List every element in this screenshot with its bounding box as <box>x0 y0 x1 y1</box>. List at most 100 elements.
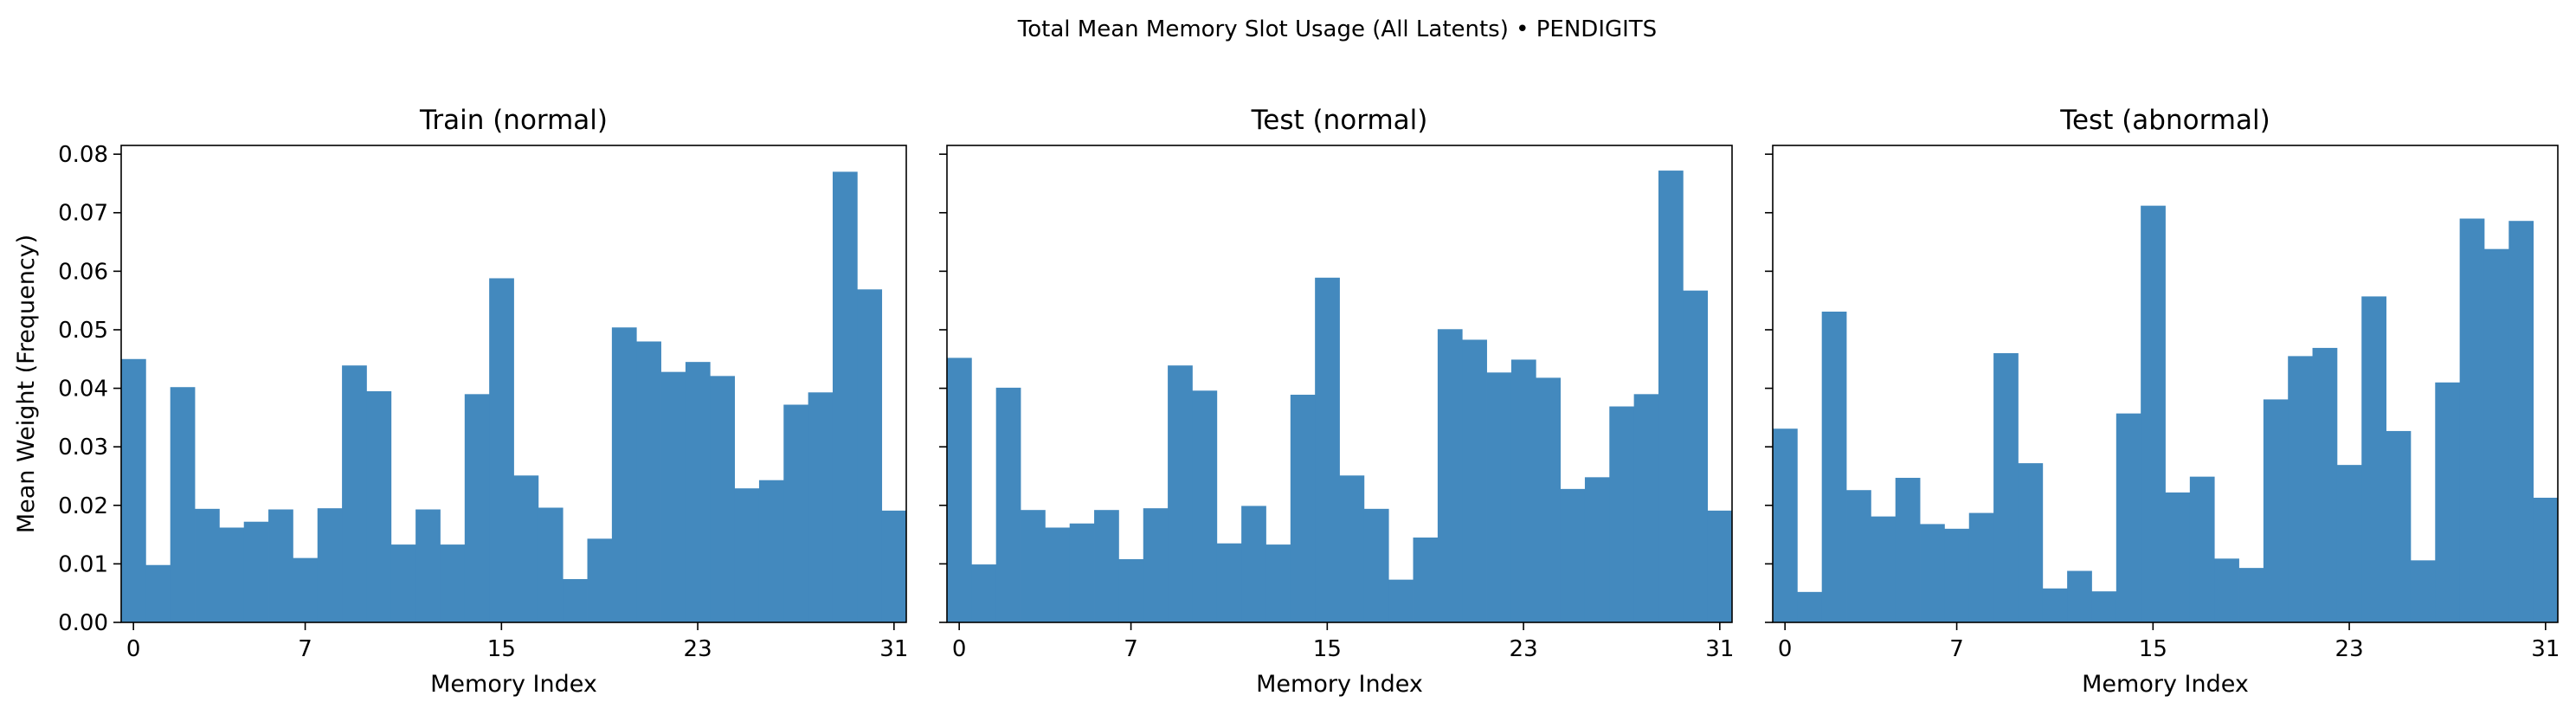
bar <box>1895 478 1921 622</box>
bar <box>2435 382 2461 622</box>
bar <box>2483 248 2509 622</box>
bar <box>2361 296 2386 622</box>
bar <box>268 509 293 622</box>
bar <box>1290 395 1316 622</box>
bar <box>2386 430 2412 622</box>
plot-frame <box>946 145 1733 623</box>
bar <box>947 358 972 622</box>
bar <box>758 480 784 622</box>
bar <box>464 394 490 622</box>
y-tick-label: 0.06 <box>58 259 108 285</box>
bar <box>710 376 735 622</box>
x-tick-label: 0 <box>952 636 967 662</box>
bar <box>2336 465 2362 622</box>
bar <box>881 510 907 622</box>
bar <box>1609 406 1635 622</box>
bar <box>538 507 564 622</box>
bar <box>195 508 220 622</box>
bar <box>1846 490 1871 622</box>
x-tick-label: 7 <box>1949 636 1964 662</box>
x-axis-label: Memory Index <box>430 671 597 698</box>
bar <box>1707 510 1733 622</box>
bar <box>2189 476 2215 622</box>
bar <box>1797 591 1823 622</box>
bar <box>1462 339 1487 622</box>
x-tick-label: 31 <box>2531 636 2560 662</box>
bar <box>1241 506 1266 622</box>
bar <box>2410 560 2436 622</box>
bar <box>660 371 686 622</box>
bar <box>611 327 637 622</box>
y-tick-label: 0.01 <box>58 551 108 577</box>
bar <box>415 509 441 622</box>
bar <box>1560 488 1586 622</box>
bar <box>1413 537 1439 622</box>
bar <box>1021 510 1046 622</box>
bar <box>1658 171 1684 622</box>
x-tick-label: 23 <box>684 636 712 662</box>
bar <box>1315 277 1340 622</box>
bar <box>390 544 416 622</box>
y-tick-label: 0.07 <box>58 201 108 227</box>
bar <box>1388 579 1414 622</box>
bar <box>2165 492 2191 622</box>
figure-suptitle: Total Mean Memory Slot Usage (All Latent… <box>1017 16 1657 42</box>
x-tick-label: 0 <box>126 636 141 662</box>
bar <box>587 538 613 622</box>
bar <box>1192 390 1218 622</box>
bar <box>2214 558 2239 622</box>
plot-frame <box>120 145 907 623</box>
x-axis-label: Memory Index <box>2082 671 2249 698</box>
subplot-2: 0 7 15 23 31 Test (normal) Memory Index <box>939 105 1734 698</box>
x-tick-label: 31 <box>1705 636 1734 662</box>
y-tick-label: 0.04 <box>58 377 108 403</box>
bar <box>1920 524 1945 622</box>
y-tick-label: 0.02 <box>58 493 108 519</box>
bar <box>1168 365 1193 622</box>
bar <box>1871 516 1897 622</box>
y-tick-label: 0.05 <box>58 318 108 344</box>
bar <box>243 521 269 622</box>
x-tick-label: 0 <box>1778 636 1793 662</box>
bar <box>1968 512 1994 622</box>
bar <box>1536 377 1561 622</box>
subplots: 0.00 0.01 0.02 0.03 0.04 0.05 0.06 0.07 0.08 0 7 15… <box>13 105 2560 698</box>
bar <box>2263 399 2289 622</box>
bar <box>563 578 588 622</box>
bar <box>1993 353 2019 622</box>
bar <box>971 564 997 622</box>
bar <box>685 362 711 622</box>
bar <box>1363 508 1389 622</box>
x-tick-label: 23 <box>1510 636 1538 662</box>
bar <box>636 341 661 622</box>
x-axis-label: Memory Index <box>1256 671 1423 698</box>
x-tick-label: 15 <box>2139 636 2167 662</box>
bar <box>1216 543 1242 622</box>
x-tick-label: 7 <box>1124 636 1138 662</box>
bar <box>2141 205 2166 622</box>
bar <box>783 404 809 622</box>
subplot-3: 0 7 15 23 31 Test (abnormal) Memory Index <box>1765 105 2560 698</box>
bar <box>145 564 171 622</box>
y-axis-label: Mean Weight (Frequency) <box>13 235 40 533</box>
subplot-title: Train (normal) <box>419 105 608 136</box>
bar <box>1510 359 1536 622</box>
bar <box>1633 394 1659 622</box>
bar <box>1437 329 1463 622</box>
bar <box>2238 568 2264 622</box>
subplot-title: Test (abnormal) <box>2059 105 2270 136</box>
bar <box>317 508 343 622</box>
bar <box>2018 463 2044 622</box>
bar <box>293 557 319 622</box>
x-tick-label: 7 <box>298 636 312 662</box>
x-tick-label: 15 <box>1313 636 1342 662</box>
bar <box>2288 356 2313 622</box>
bar <box>2459 218 2485 622</box>
bar <box>366 390 392 622</box>
bar <box>2116 413 2141 622</box>
bar <box>1339 475 1365 622</box>
bar <box>2091 591 2117 622</box>
bar <box>995 387 1021 622</box>
bar <box>1486 372 1512 622</box>
bar <box>1773 428 1798 622</box>
